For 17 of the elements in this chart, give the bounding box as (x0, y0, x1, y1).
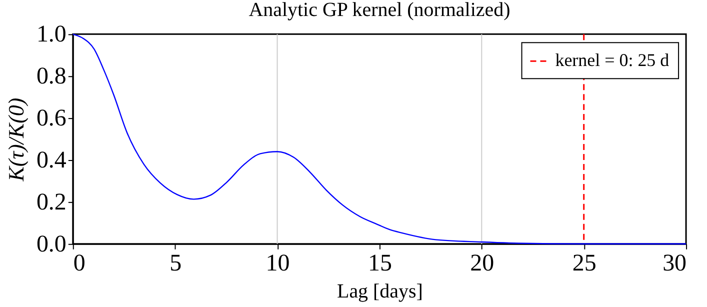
x-axis-title: Lag [days] (336, 280, 423, 302)
x-tick-label: 5 (170, 250, 182, 276)
ref-line-label: kernel = 0: 25 d (555, 50, 670, 70)
x-tick-label: 30 (662, 250, 687, 276)
y-tick-label: 0.8 (36, 64, 66, 90)
y-tick-label: 1.0 (36, 22, 66, 48)
x-tick-label: 10 (266, 250, 290, 276)
x-tick-label: 15 (368, 250, 392, 276)
y-tick-label: 0.6 (36, 106, 66, 132)
y-tick-label: 0.0 (36, 231, 66, 258)
x-tick-label: 25 (572, 250, 596, 276)
y-tick-label: 0.4 (36, 147, 66, 174)
y-axis-title: K(τ)/K(0) (3, 98, 28, 182)
x-tick-label: 0 (73, 250, 86, 276)
y-tick-label: 0.2 (36, 189, 66, 216)
x-tick-label: 20 (470, 250, 494, 276)
chart-title: Analytic GP kernel (normalized) (248, 0, 510, 22)
